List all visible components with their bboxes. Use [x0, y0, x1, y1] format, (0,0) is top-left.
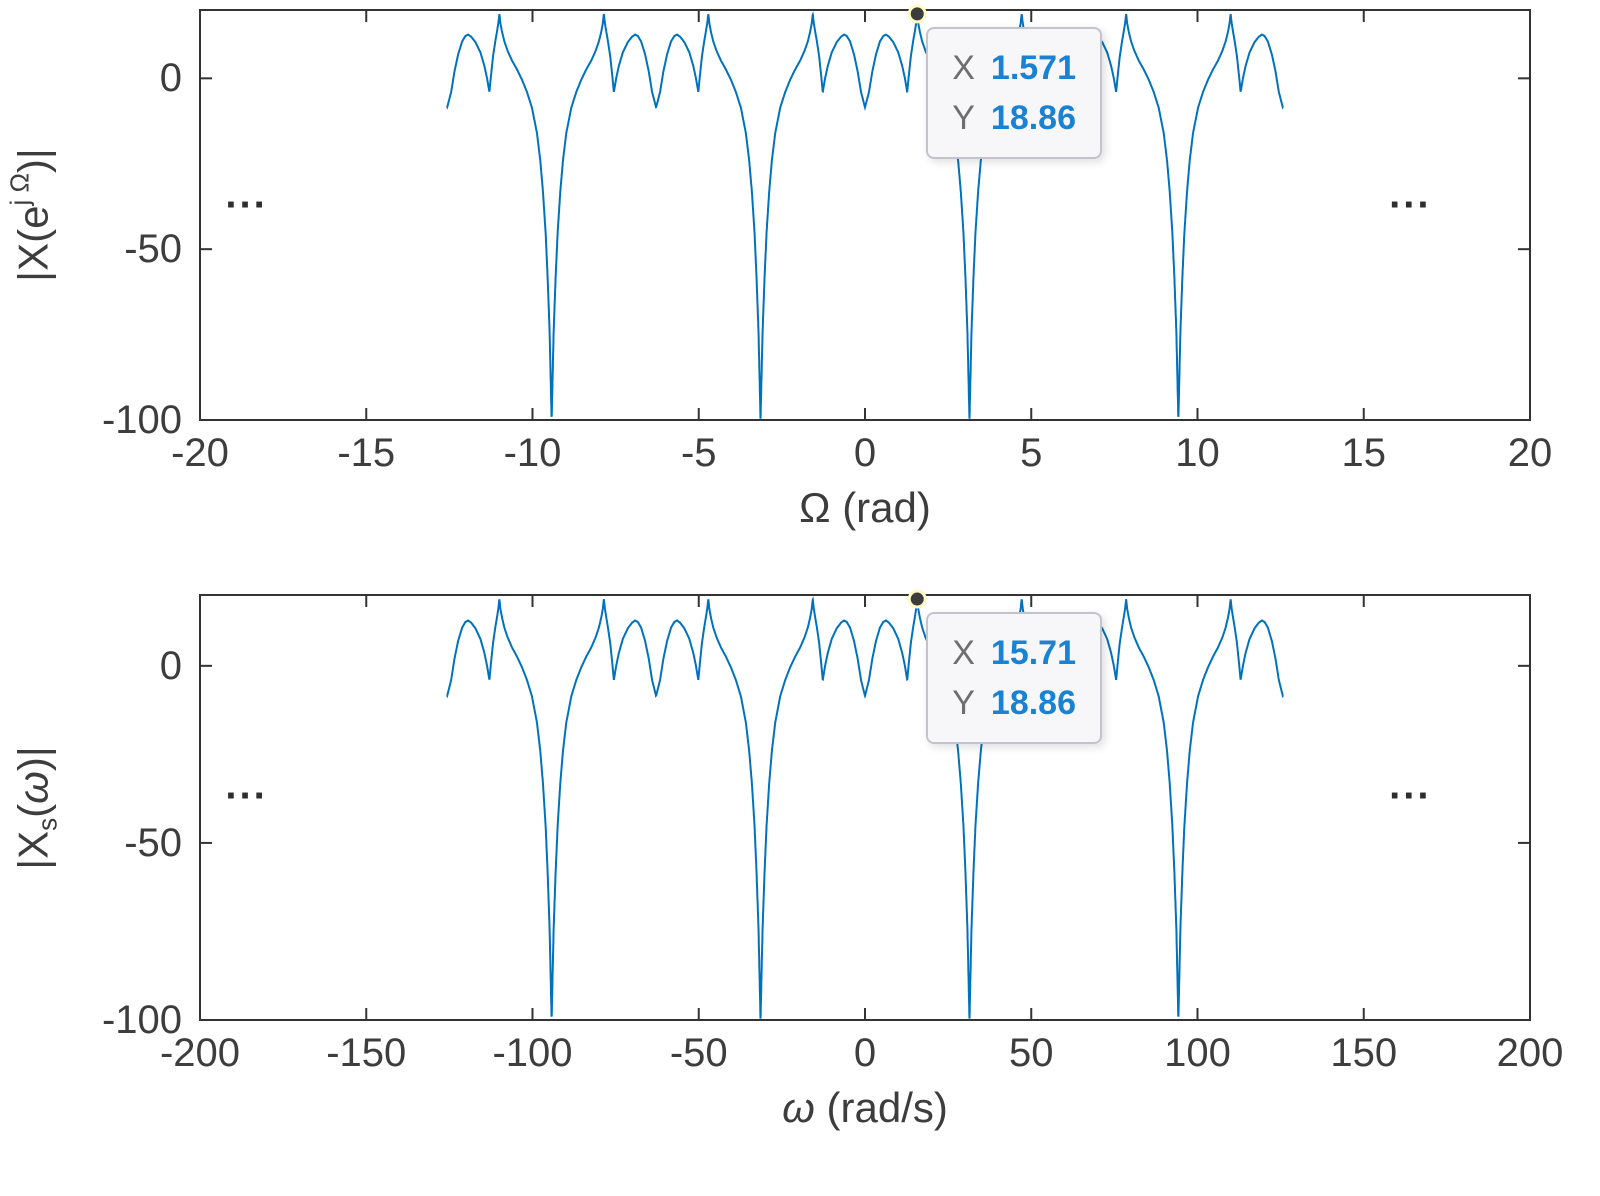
x-axis-label-discrete: Ω (rad) — [799, 486, 931, 530]
spectrum-curve[interactable] — [446, 596, 1284, 1019]
datatip-x-value: 15.71 — [990, 634, 1077, 673]
spectrum-curve[interactable] — [446, 11, 1284, 419]
datatip-y-value: 18.86 — [990, 684, 1077, 723]
datatip-x-label: X — [952, 634, 975, 673]
datatip-x-row: X 1.571 — [952, 43, 1076, 93]
x-tick-label: -20 — [171, 431, 229, 475]
datatip-marker[interactable] — [907, 4, 927, 24]
y-tick-label: -50 — [124, 227, 182, 272]
label-part: Ω — [799, 484, 831, 531]
x-tick-label: -200 — [159, 1031, 241, 1075]
x-axis-label-sampled: ω (rad/s) — [782, 1086, 948, 1130]
x-tick-label: 100 — [1164, 1031, 1231, 1075]
y-tick-label: -100 — [101, 998, 182, 1042]
label-part: ω — [9, 770, 57, 804]
label-part: (rad) — [830, 484, 931, 531]
datatip[interactable]: X 15.71 Y 18.86 — [926, 612, 1103, 745]
datatip-x-label: X — [952, 48, 975, 87]
x-tick-label: -10 — [503, 431, 562, 475]
datatip-y-row: Y 18.86 — [952, 93, 1076, 143]
continuation-ellipsis-right: ... — [1389, 172, 1432, 216]
y-tick-label: -100 — [101, 398, 182, 442]
x-tick-label: 15 — [1341, 431, 1387, 475]
continuation-ellipsis-left: ... — [225, 763, 268, 808]
x-tick-label: 200 — [1496, 1031, 1564, 1075]
datatip-y-label: Y — [952, 98, 975, 137]
datatip-y-row: Y 18.86 — [952, 678, 1076, 728]
continuation-ellipsis-left: ... — [225, 172, 268, 216]
x-tick-label: 5 — [1020, 431, 1043, 475]
datatip-y-value: 18.86 — [990, 98, 1077, 137]
x-tick-label: -5 — [680, 431, 717, 475]
x-tick-label: -50 — [669, 1031, 728, 1075]
y-tick-label: -50 — [124, 820, 182, 865]
y-tick-label: 0 — [159, 643, 182, 688]
x-tick-label: 10 — [1175, 431, 1220, 475]
axes-box — [199, 594, 1531, 1021]
datatip-x-row: X 15.71 — [952, 628, 1076, 678]
label-part: ω — [782, 1084, 815, 1131]
datatip-y-label: Y — [952, 684, 975, 723]
x-tick-label: 0 — [853, 431, 877, 475]
y-tick-label: 0 — [159, 56, 182, 101]
label-part: ( — [9, 803, 57, 818]
x-tick-label: 20 — [1507, 431, 1553, 475]
x-tick-label: -100 — [492, 1031, 573, 1075]
label-part: (rad/s) — [814, 1084, 948, 1131]
x-tick-label: -150 — [326, 1031, 407, 1075]
datatip[interactable]: X 1.571 Y 18.86 — [926, 26, 1103, 159]
label-part: )| — [9, 745, 57, 771]
continuation-ellipsis-right: ... — [1389, 763, 1432, 808]
x-tick-label: 150 — [1330, 1031, 1398, 1075]
x-tick-label: 50 — [1009, 1031, 1054, 1075]
datatip-marker[interactable] — [907, 589, 927, 609]
datatip-x-value: 1.571 — [990, 48, 1077, 87]
x-tick-label: 0 — [853, 1031, 877, 1075]
x-tick-label: -15 — [337, 431, 396, 475]
